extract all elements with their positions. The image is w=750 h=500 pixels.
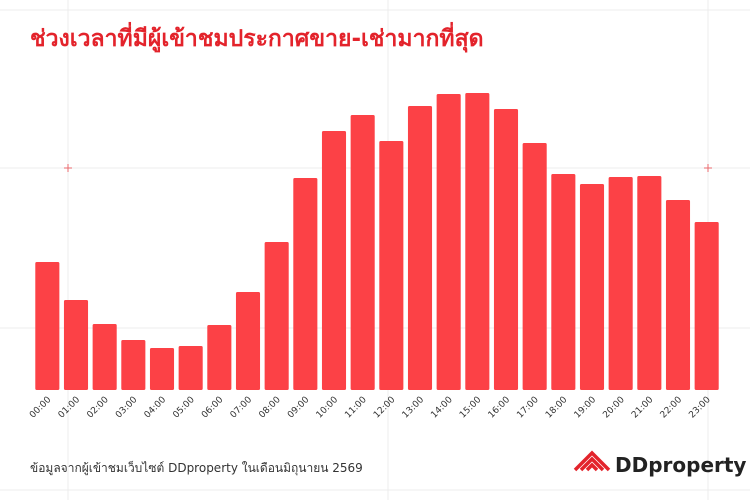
bar <box>551 174 576 390</box>
bar <box>407 106 433 390</box>
bar <box>379 141 404 390</box>
bar <box>608 177 633 390</box>
bar <box>436 94 461 390</box>
bar <box>35 262 60 390</box>
source-note: ข้อมูลจากผู้เข้าชมเว็บไซต์ DDproperty ใน… <box>30 460 363 476</box>
logo-text: DDproperty <box>615 453 746 477</box>
bar <box>350 115 375 390</box>
bar <box>121 340 146 390</box>
bar <box>665 200 691 390</box>
bar <box>321 131 347 390</box>
bar <box>694 222 719 390</box>
bar <box>149 348 175 390</box>
bar <box>522 143 547 390</box>
bar <box>207 325 232 390</box>
bar <box>579 184 605 390</box>
logo: DDproperty <box>573 450 746 477</box>
bar <box>637 176 662 390</box>
bar <box>178 346 203 390</box>
bar <box>293 178 318 390</box>
bar <box>264 242 289 390</box>
bar <box>63 300 89 390</box>
bar <box>465 93 490 390</box>
bar <box>92 324 117 390</box>
bar <box>493 109 519 390</box>
bar <box>235 292 261 390</box>
chart-title: ช่วงเวลาที่มีผู้เข้าชมประกาศขาย-เช่ามากท… <box>30 21 484 53</box>
